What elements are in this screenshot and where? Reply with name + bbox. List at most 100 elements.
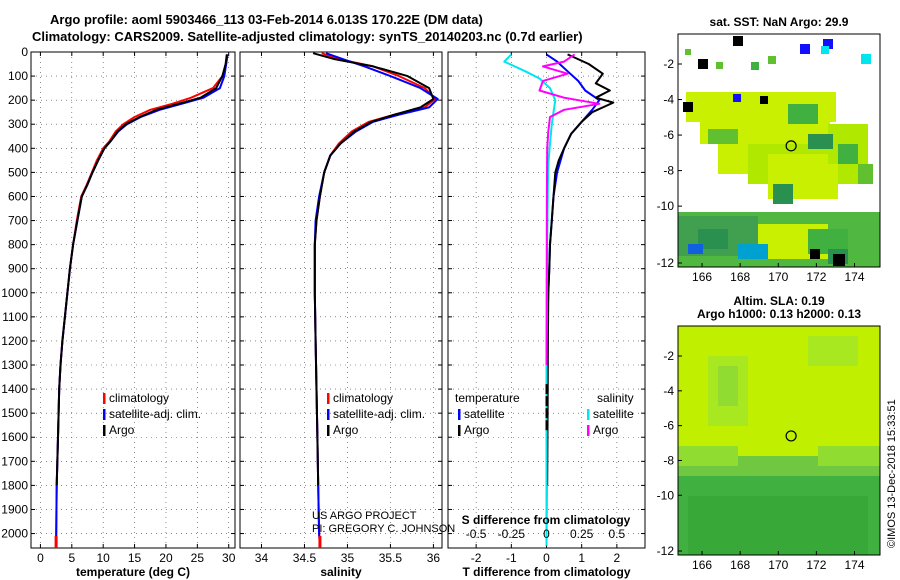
temperature-legend-swatch xyxy=(103,409,106,420)
imos-stamp: ©IMOS 13-Dec-2018 15:33:51 xyxy=(886,399,898,548)
sst-map: sat. SST: NaN Argo: 29.9 166 168 170 172 174 -… xyxy=(657,15,881,284)
difference-panel: -2 -1 0 1 2T difference from climatology -0.5… xyxy=(447,51,646,579)
argo-location-marker xyxy=(785,140,797,152)
sst-patch xyxy=(760,96,768,104)
x-axis-label: salinity xyxy=(320,565,362,579)
sst-patch xyxy=(858,164,873,184)
sst-patch xyxy=(688,244,703,254)
sst-patch xyxy=(808,134,833,149)
sst-patch xyxy=(768,56,776,64)
difference-series-s-argo xyxy=(538,53,601,366)
salinity-legend-label: satellite-adj. clim. xyxy=(333,407,425,421)
sst-patch xyxy=(685,49,691,55)
sst-patch xyxy=(708,129,738,144)
x-tick-label: 0 xyxy=(543,551,550,565)
x-tick-label: 35 xyxy=(341,551,355,565)
map-x-tick-label: 166 xyxy=(692,558,712,572)
map-y-tick-label: -8 xyxy=(663,453,674,467)
argo-dot xyxy=(545,420,548,431)
map-y-tick-label: -12 xyxy=(657,256,675,270)
sst-patch xyxy=(810,249,820,259)
x-tick-label: 34 xyxy=(255,551,269,565)
y-tick-label: 1100 xyxy=(2,310,28,324)
x-tick-label: 30 xyxy=(222,551,236,565)
y-tick-label: 1800 xyxy=(1,478,28,492)
argo-location-marker xyxy=(785,430,797,442)
x-tick-label: 10 xyxy=(97,551,111,565)
y-tick-label: 1400 xyxy=(1,382,28,396)
y-tick-label: 800 xyxy=(8,238,28,252)
s-tick-label: -0.25 xyxy=(498,527,526,541)
sst-patch xyxy=(683,102,693,112)
y-tick-label: 2000 xyxy=(1,527,28,541)
sal-diff-legend-swatch xyxy=(587,425,590,436)
argo-dot xyxy=(545,384,548,395)
salinity-legend-swatch xyxy=(327,393,330,404)
s-tick-label: 0.5 xyxy=(609,527,626,541)
x-tick-label: 1 xyxy=(578,551,585,565)
map-x-tick-label: 172 xyxy=(806,558,826,572)
x-axis-label: T difference from climatology xyxy=(462,565,630,579)
map-y-tick-label: -2 xyxy=(663,349,674,363)
map-x-tick-label: 168 xyxy=(730,558,750,572)
y-tick-label: 1700 xyxy=(1,454,28,468)
temperature-series-argo xyxy=(55,54,228,486)
pi-annotation: PI: GREGORY C. JOHNSON xyxy=(312,523,455,535)
map-title: sat. SST: NaN Argo: 29.9 xyxy=(710,15,849,29)
x-tick-label: 2 xyxy=(614,551,621,565)
sst-patch xyxy=(733,36,743,46)
salinity-panel: 34 34.5 35 35.5 36 salinity climatology satelli… xyxy=(239,51,455,579)
sst-patch xyxy=(788,104,818,124)
x-tick-label: 15 xyxy=(128,551,142,565)
map-y-tick-label: -12 xyxy=(657,544,675,558)
sla-patch xyxy=(718,366,738,406)
argo-dot xyxy=(545,408,548,419)
y-tick-label: 1900 xyxy=(1,502,28,516)
map-y-tick-label: -6 xyxy=(663,419,674,433)
y-tick-label: 1200 xyxy=(1,334,28,348)
temp-diff-legend-swatch xyxy=(458,425,461,436)
y-tick-label: 1000 xyxy=(1,286,28,300)
map-x-tick-label: 174 xyxy=(844,558,864,572)
project-annotation: US ARGO PROJECT xyxy=(312,510,417,522)
sal-diff-legend-label: Argo xyxy=(593,423,619,437)
temperature-legend-swatch xyxy=(103,425,106,436)
sla-patch xyxy=(808,336,858,366)
y-tick-label: 0 xyxy=(21,45,28,59)
salinity-legend-swatch xyxy=(327,425,330,436)
bottom-marker xyxy=(54,536,58,548)
map-title: Altim. SLA: 0.19 xyxy=(733,294,825,308)
y-tick-label: 100 xyxy=(8,69,28,83)
sal-diff-legend-label: satellite xyxy=(593,407,634,421)
map-y-tick-label: -8 xyxy=(663,164,674,178)
map-x-tick-label: 168 xyxy=(730,270,750,284)
sla-patch xyxy=(818,446,880,466)
y-tick-label: 600 xyxy=(8,189,28,203)
map-y-tick-label: -4 xyxy=(663,384,674,398)
sal-legend-title: salinity xyxy=(597,391,634,405)
y-tick-label: 500 xyxy=(8,165,28,179)
temperature-series-satellite-adj xyxy=(55,54,229,546)
map-x-tick-label: 166 xyxy=(692,270,712,284)
y-tick-label: 1600 xyxy=(1,430,28,444)
salinity-legend-label: Argo xyxy=(333,423,359,437)
s-tick-label: -0.5 xyxy=(466,527,487,541)
temperature-legend-label: Argo xyxy=(109,423,135,437)
figure-title-line2: Climatology: CARS2009. Satellite-adjuste… xyxy=(32,29,583,44)
map-x-tick-label: 170 xyxy=(768,270,788,284)
sst-patch xyxy=(733,94,741,102)
x-axis-label: temperature (deg C) xyxy=(76,565,190,579)
map-y-tick-label: -4 xyxy=(663,93,674,107)
y-tick-label: 1500 xyxy=(1,406,28,420)
y-tick-label: 1300 xyxy=(1,358,28,372)
plot-frame xyxy=(239,51,443,549)
map-x-tick-label: 170 xyxy=(768,558,788,572)
y-tick-label: 200 xyxy=(8,93,28,107)
salinity-series-climatology xyxy=(313,52,437,546)
y-tick-label: 700 xyxy=(8,214,28,228)
sst-patch xyxy=(738,244,768,259)
map-x-tick-label: 174 xyxy=(844,270,864,284)
s-tick-label: 0 xyxy=(543,527,550,541)
